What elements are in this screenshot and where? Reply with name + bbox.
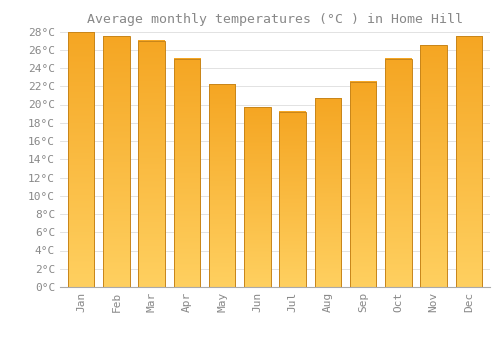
Bar bbox=[456, 36, 482, 287]
Bar bbox=[314, 98, 341, 287]
Bar bbox=[174, 59, 200, 287]
Bar bbox=[138, 41, 165, 287]
Bar bbox=[280, 112, 306, 287]
Title: Average monthly temperatures (°C ) in Home Hill: Average monthly temperatures (°C ) in Ho… bbox=[87, 13, 463, 26]
Bar bbox=[209, 84, 236, 287]
Bar bbox=[103, 36, 130, 287]
Bar bbox=[244, 107, 270, 287]
Bar bbox=[68, 32, 94, 287]
Bar bbox=[350, 82, 376, 287]
Bar bbox=[420, 45, 447, 287]
Bar bbox=[385, 59, 411, 287]
